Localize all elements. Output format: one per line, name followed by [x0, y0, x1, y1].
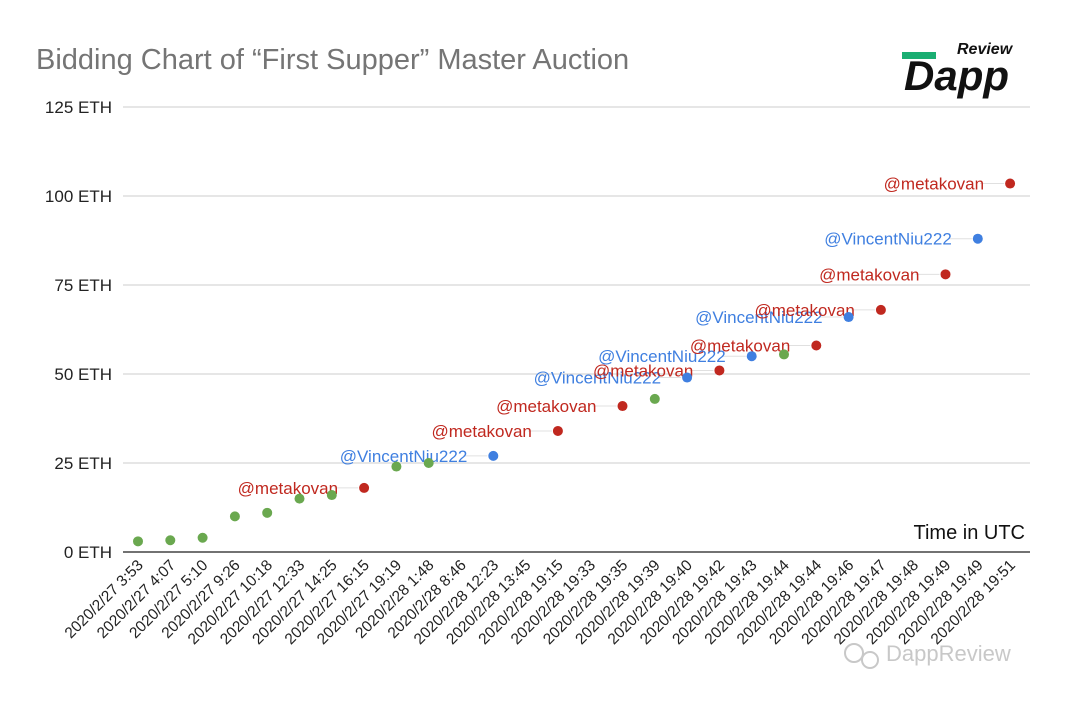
bid-labels: @metakovan@VincentNiu222@metakovan@metak…: [238, 175, 1005, 498]
bid-point: [875, 304, 886, 315]
y-tick-label: 75 ETH: [54, 276, 112, 295]
bid-point: [1005, 178, 1016, 189]
bid-point: [488, 450, 499, 461]
watermark: DappReview: [844, 641, 1011, 669]
bid-label: @metakovan: [884, 175, 984, 194]
bid-point: [294, 493, 305, 504]
grid-lines: [123, 106, 1030, 553]
time-note: Time in UTC: [914, 522, 1025, 544]
bid-label: @metakovan: [431, 422, 531, 441]
bid-point: [940, 269, 951, 280]
bid-label: @metakovan: [593, 361, 693, 380]
bid-point: [359, 482, 370, 493]
logo-dapp-text: Dapp: [904, 52, 1009, 99]
bid-label: @VincentNiu222: [534, 369, 662, 388]
bid-point: [682, 372, 693, 383]
logo-review-text: Review: [957, 41, 1014, 58]
logo-accent-bar: [902, 52, 936, 59]
bid-point: [391, 461, 402, 472]
bid-point: [617, 401, 628, 412]
bid-point: [165, 535, 176, 546]
bid-point: [843, 312, 854, 323]
bid-label: @VincentNiu222: [695, 308, 823, 327]
bid-point: [779, 349, 789, 360]
bid-label: @metakovan: [690, 337, 790, 356]
chart-title: Bidding Chart of “First Supper” Master A…: [36, 44, 629, 76]
bid-point: [197, 532, 208, 543]
watermark-text: DappReview: [886, 641, 1011, 666]
y-axis-ticks: 125 ETH 100 ETH 75 ETH 50 ETH 25 ETH 0 ETH: [45, 98, 112, 562]
bid-point: [972, 233, 983, 244]
y-tick-label: 25 ETH: [54, 454, 112, 473]
bid-label: @VincentNiu222: [598, 347, 726, 366]
bid-label: @metakovan: [496, 397, 596, 416]
y-tick-label: 0 ETH: [64, 543, 112, 562]
bid-point: [423, 458, 434, 468]
bid-point: [133, 536, 143, 547]
bid-label: @metakovan: [754, 301, 854, 320]
y-tick-label: 125 ETH: [45, 98, 112, 117]
bid-points: [133, 178, 1016, 547]
bid-point: [326, 490, 337, 501]
bid-point: [714, 365, 725, 376]
wechat-icon-bubble: [861, 651, 879, 669]
bid-point: [262, 507, 273, 518]
wechat-icon: [844, 643, 864, 663]
dapp-review-logo: Review Dapp: [902, 41, 1014, 99]
bid-point: [649, 393, 660, 404]
bid-point: [811, 340, 822, 351]
bid-label: @VincentNiu222: [824, 230, 952, 249]
bid-point: [746, 351, 757, 362]
y-tick-label: 100 ETH: [45, 187, 112, 206]
y-tick-label: 50 ETH: [54, 365, 112, 384]
bid-point: [552, 425, 563, 436]
bid-label: @VincentNiu222: [340, 447, 468, 466]
bid-label: @metakovan: [819, 265, 919, 284]
bid-label: @metakovan: [238, 479, 338, 498]
bid-point: [229, 511, 240, 522]
